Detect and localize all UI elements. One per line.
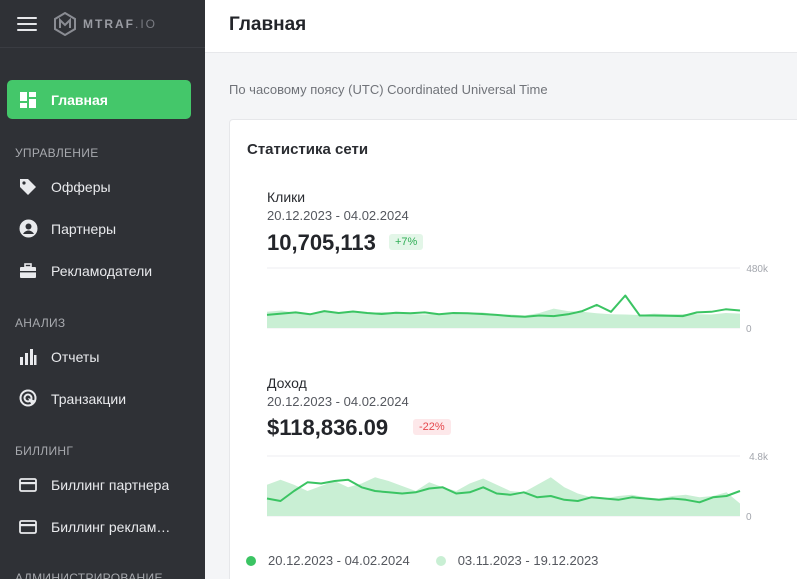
revenue-value: $118,836.09 (267, 415, 389, 440)
sidebar-item-partner-billing[interactable]: Биллинг партнера (7, 465, 191, 504)
revenue-label: Доход (267, 375, 307, 391)
chart-legend: 20.12.2023 - 04.02.2024 03.11.2023 - 19.… (246, 553, 624, 568)
tag-icon (18, 177, 38, 197)
network-stats-card: Статистика сети Клики 20.12.2023 - 04.02… (229, 119, 797, 579)
legend-item-current[interactable]: 20.12.2023 - 04.02.2024 (246, 553, 410, 568)
bar-chart-icon (18, 347, 38, 367)
legend-dot-current (246, 555, 256, 566)
clicks-change-badge: +7% (389, 234, 424, 250)
sidebar-item-home[interactable]: Главная (7, 80, 191, 119)
sidebar-item-advertiser-billing[interactable]: Биллинг рекламодателя (7, 507, 191, 546)
nav-section-management: УПРАВЛЕНИЕ (15, 146, 99, 160)
nav-section-billing: БИЛЛИНГ (15, 444, 74, 458)
clicks-value: 10,705,113 (267, 230, 376, 255)
credit-card-icon (18, 475, 38, 495)
sidebar-item-offers[interactable]: Офферы (7, 167, 191, 206)
y-axis-max-label: 480k (746, 264, 769, 275)
clicks-label: Клики (267, 189, 306, 205)
logo[interactable]: MTRAF.IO (53, 11, 158, 36)
sidebar-item-label: Главная (51, 91, 108, 108)
briefcase-icon (18, 261, 38, 281)
target-cursor-icon (18, 389, 38, 409)
sidebar-item-partners[interactable]: Партнеры (7, 209, 191, 248)
timezone-note: По часовому поясу (UTC) Coordinated Univ… (229, 82, 548, 97)
nav-section-administration: АДМИНИСТРИРОВАНИЕ (15, 571, 163, 579)
logo-text: MTRAF.IO (83, 16, 158, 31)
y-axis-max-label: 4.8k (749, 452, 769, 463)
sidebar-item-label: Рекламодатели (51, 262, 153, 279)
sidebar: MTRAF.IO Главная УПРАВЛЕНИЕ Офферы Партн… (0, 0, 205, 579)
series-line-current (266, 294, 741, 318)
page-title: Главная (229, 14, 307, 35)
legend-label-current: 20.12.2023 - 04.02.2024 (268, 553, 410, 568)
nav-section-analytics: АНАЛИЗ (15, 316, 66, 330)
user-circle-icon (18, 219, 38, 239)
y-axis-min-label: 0 (746, 324, 752, 335)
series-area-previous (267, 477, 740, 516)
sidebar-item-label: Офферы (51, 178, 111, 195)
revenue-change-badge: -22% (413, 419, 451, 435)
top-header: Главная (205, 0, 797, 53)
clicks-chart: 480k 0 (266, 264, 769, 335)
revenue-date-range: 20.12.2023 - 04.02.2024 (267, 394, 409, 409)
series-line-current (266, 478, 741, 504)
clicks-date-range: 20.12.2023 - 04.02.2024 (267, 208, 409, 223)
sidebar-item-label: Транзакции (51, 390, 127, 407)
menu-icon[interactable] (17, 16, 37, 31)
sidebar-item-label: Биллинг партнера (51, 476, 170, 493)
sidebar-item-label: Отчеты (51, 348, 100, 365)
legend-item-previous[interactable]: 03.11.2023 - 19.12.2023 (435, 553, 599, 568)
sidebar-item-advertisers[interactable]: Рекламодатели (7, 251, 191, 290)
sidebar-item-reports[interactable]: Отчеты (7, 337, 191, 376)
sidebar-item-label: Партнеры (51, 220, 117, 237)
sidebar-item-label: Биллинг рекламодателя (51, 518, 177, 535)
series-area-previous (267, 308, 740, 328)
revenue-chart: 4.8k 0 (266, 452, 769, 523)
card-title: Статистика сети (247, 141, 369, 158)
sidebar-item-transactions[interactable]: Транзакции (7, 379, 191, 418)
sidebar-top: MTRAF.IO (0, 0, 205, 48)
logo-icon (54, 11, 76, 36)
legend-dot-previous (435, 555, 446, 566)
legend-label-previous: 03.11.2023 - 19.12.2023 (457, 553, 599, 568)
y-axis-min-label: 0 (746, 512, 752, 523)
credit-card-icon (18, 517, 38, 537)
dashboard-icon (18, 90, 38, 110)
